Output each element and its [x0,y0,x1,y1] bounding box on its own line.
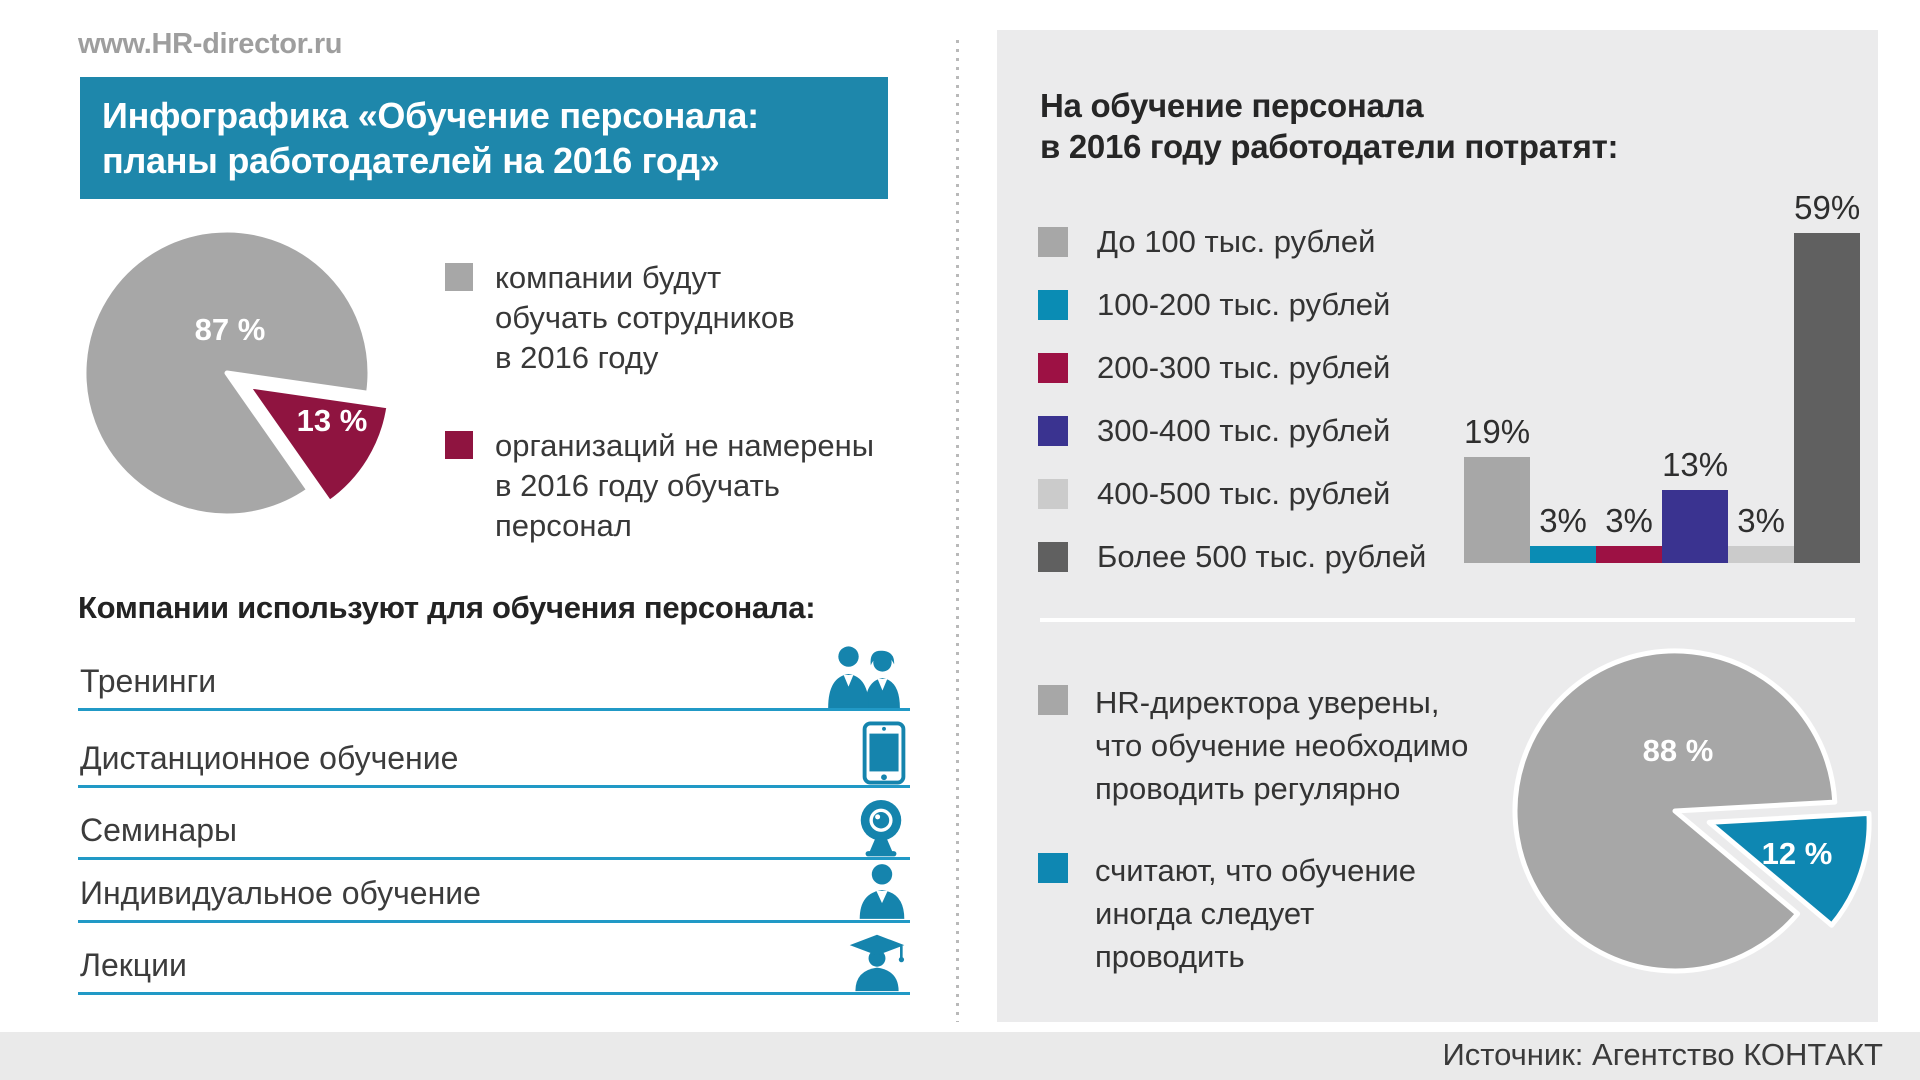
frequency-legend-item-sometimes: считают, что обучение иногда следует про… [1038,849,1416,978]
legend-swatch-gray [445,263,473,291]
dotted-divider [956,40,959,1022]
frequency-legend-text: считают, что обучение иногда следует про… [1095,853,1417,974]
budget-panel: На обучение персонала в 2016 году работо… [997,30,1878,1022]
training-frequency-pie-chart: 88 % 12 % [1512,648,1872,974]
legend-swatch-maroon [1038,353,1068,383]
legend-swatch-indigo [1038,416,1068,446]
graduate-icon [846,932,908,992]
pie-slice-major [81,227,373,519]
bar-value-label: 13% [1662,446,1729,484]
method-label: Индивидуальное обучение [80,875,481,911]
budget-legend-row: До 100 тыс. рублей [1038,224,1426,259]
pie-value-label: 12 % [1762,836,1833,871]
legend-swatch-darkgray [1038,542,1068,572]
legend-swatch-gray [1038,685,1068,715]
method-row-individual: Индивидуальное обучение [78,856,910,923]
bar-rect [1530,546,1597,563]
bar-rect [1728,546,1795,563]
site-url: www.HR-director.ru [78,28,343,60]
method-label: Семинары [80,812,238,848]
training-plans-pie-chart: 87 % 13 % [81,227,392,519]
budget-bar-chart: 19% 3% 3% 13% 3% 59% [1464,170,1861,563]
bar-column-5: 59% [1794,189,1861,563]
legend-swatch-blue [1038,853,1068,883]
frequency-legend-item-regular: HR-директора уверены, что обучение необх… [1038,681,1468,810]
bar-value-label: 3% [1539,502,1587,540]
method-row-seminars: Семинары [78,793,910,860]
bar-column-3: 13% [1662,446,1729,563]
title-line-1: Инфографика «Обучение персонала: [102,95,759,136]
method-label: Лекции [80,947,187,983]
business-people-icon [822,644,908,708]
plans-legend-item-train: компании будут обучать сотрудников в 201… [445,258,795,378]
budget-heading: На обучение персонала в 2016 году работо… [1040,87,1619,165]
bar-rect [1662,490,1729,563]
pie-value-label: 87 % [195,312,266,347]
title-box: Инфографика «Обучение персонала: планы р… [80,77,888,199]
bar-value-label: 3% [1737,502,1785,540]
bar-column-4: 3% [1728,502,1795,563]
bar-value-label: 3% [1605,502,1653,540]
method-row-lectures: Лекции [78,928,910,995]
plans-legend-item-no-train: организаций не намерены в 2016 году обуч… [445,426,874,546]
budget-legend-row: 400-500 тыс. рублей [1038,476,1426,511]
method-row-distance: Дистанционное обучение [78,721,910,788]
bar-column-1: 3% [1530,502,1597,563]
budget-legend-row: 200-300 тыс. рублей [1038,350,1426,385]
budget-legend-row: 100-200 тыс. рублей [1038,287,1426,322]
footer-strip: Источник: Агентство КОНТАКТ [0,1032,1920,1080]
source-credit: Источник: Агентство КОНТАКТ [1442,1037,1883,1072]
legend-swatch-maroon [445,431,473,459]
pie-slice-major [1512,648,1838,974]
bar-value-label: 59% [1794,189,1861,227]
legend-swatch-teal [1038,290,1068,320]
method-label: Дистанционное обучение [80,740,459,776]
budget-legend-row: Более 500 тыс. рублей [1038,539,1426,574]
method-row-trainings: Тренинги [78,644,910,711]
bar-rect [1794,233,1861,563]
frequency-legend-text: HR-директора уверены, что обучение необх… [1095,685,1469,806]
pie-value-label: 88 % [1643,733,1714,768]
bar-column-2: 3% [1596,502,1663,563]
budget-legend-row: 300-400 тыс. рублей [1038,413,1426,448]
person-icon [856,862,908,920]
webcam-icon [854,797,908,857]
tablet-icon [860,721,908,785]
pie-value-label: 13 % [297,403,368,438]
plans-legend-text: компании будут обучать сотрудников в 201… [495,260,795,375]
methods-heading: Компании используют для обучения персона… [78,590,816,625]
title-line-2: планы работодателей на 2016 год» [102,140,720,181]
bar-value-label: 19% [1464,412,1531,450]
plans-legend-text: организаций не намерены в 2016 году обуч… [495,428,875,543]
budget-legend: До 100 тыс. рублей 100-200 тыс. рублей 2… [1038,224,1426,605]
legend-swatch-lightgray [1038,479,1068,509]
bar-rect [1464,456,1531,563]
legend-swatch-gray [1038,227,1068,257]
section-divider [1040,618,1855,622]
method-label: Тренинги [80,663,217,699]
pie-slice-exploded [244,383,392,506]
bar-rect [1596,546,1663,563]
pie-slice-exploded [1706,810,1872,928]
bar-column-0: 19% [1464,412,1531,563]
